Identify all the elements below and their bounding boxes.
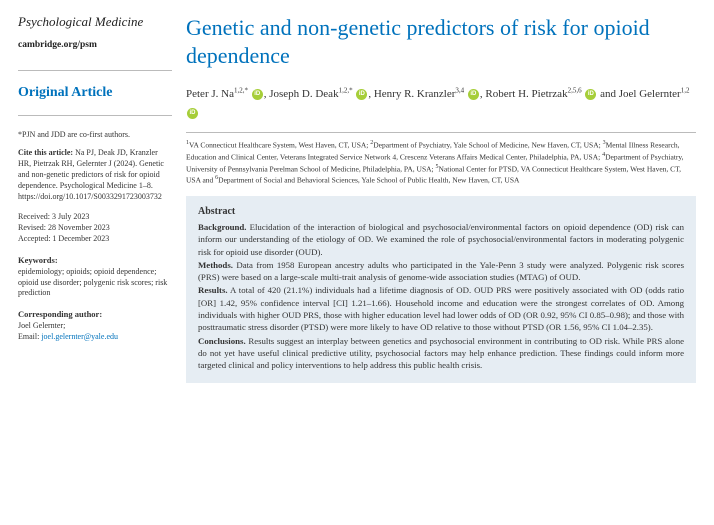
email-label: Email: (18, 332, 39, 341)
main-content: Genetic and non-genetic predictors of ri… (186, 14, 696, 383)
bg-text: Elucidation of the interaction of biolog… (198, 222, 684, 257)
orcid-icon[interactable] (468, 89, 479, 100)
affiliations: 1VA Connecticut Healthcare System, West … (186, 139, 696, 186)
corresponding-name: Joel Gelernter; (18, 321, 65, 330)
re-label: Results. (198, 285, 228, 295)
publisher-url[interactable]: cambridge.org/psm (18, 40, 172, 50)
author: Peter J. Na1,2,* , (186, 88, 269, 100)
co-text: Results suggest an interplay between gen… (198, 336, 684, 371)
cite-label: Cite this article: (18, 148, 73, 157)
author: Joseph D. Deak1,2,* , (269, 88, 374, 100)
keywords: epidemiology; opioids; opioid dependence… (18, 267, 172, 299)
divider (18, 115, 172, 116)
sidebar: Psychological Medicine cambridge.org/psm… (18, 14, 186, 383)
abstract-heading: Abstract (198, 206, 684, 217)
accepted-date: Accepted: 1 December 2023 (18, 234, 172, 245)
me-text: Data from 1958 European ancestry adults … (198, 260, 684, 282)
keywords-label: Keywords: (18, 255, 172, 265)
orcid-icon[interactable] (356, 89, 367, 100)
bg-label: Background. (198, 222, 246, 232)
orcid-icon[interactable] (187, 108, 198, 119)
section-title: Original Article (18, 85, 172, 101)
corresponding-email[interactable]: joel.gelernter@yale.edu (41, 332, 118, 341)
received-date: Received: 3 July 2023 (18, 212, 172, 223)
cofirst-note: *PJN and JDD are co-first authors. (18, 130, 172, 140)
divider (186, 132, 696, 133)
page: Psychological Medicine cambridge.org/psm… (0, 0, 714, 397)
author: Robert H. Pietrzak2,5,6 and (485, 88, 618, 100)
corresponding-author: Joel Gelernter; Email: joel.gelernter@ya… (18, 321, 172, 343)
citation: Cite this article: Na PJ, Deak JD, Kranz… (18, 148, 172, 202)
re-text: A total of 420 (21.1%) individuals had a… (198, 285, 684, 332)
article-title: Genetic and non-genetic predictors of ri… (186, 14, 696, 69)
me-label: Methods. (198, 260, 233, 270)
orcid-icon[interactable] (585, 89, 596, 100)
abstract-body: Background. Elucidation of the interacti… (198, 221, 684, 372)
abstract-box: Abstract Background. Elucidation of the … (186, 196, 696, 383)
orcid-icon[interactable] (252, 89, 263, 100)
author: Henry R. Kranzler3,4 , (374, 88, 486, 100)
co-label: Conclusions. (198, 336, 246, 346)
dates: Received: 3 July 2023 Revised: 28 Novemb… (18, 212, 172, 244)
revised-date: Revised: 28 November 2023 (18, 223, 172, 234)
corresponding-label: Corresponding author: (18, 309, 172, 319)
journal-name: Psychological Medicine (18, 14, 172, 30)
divider (18, 70, 172, 71)
author-list: Peter J. Na1,2,* , Joseph D. Deak1,2,* ,… (186, 85, 696, 122)
